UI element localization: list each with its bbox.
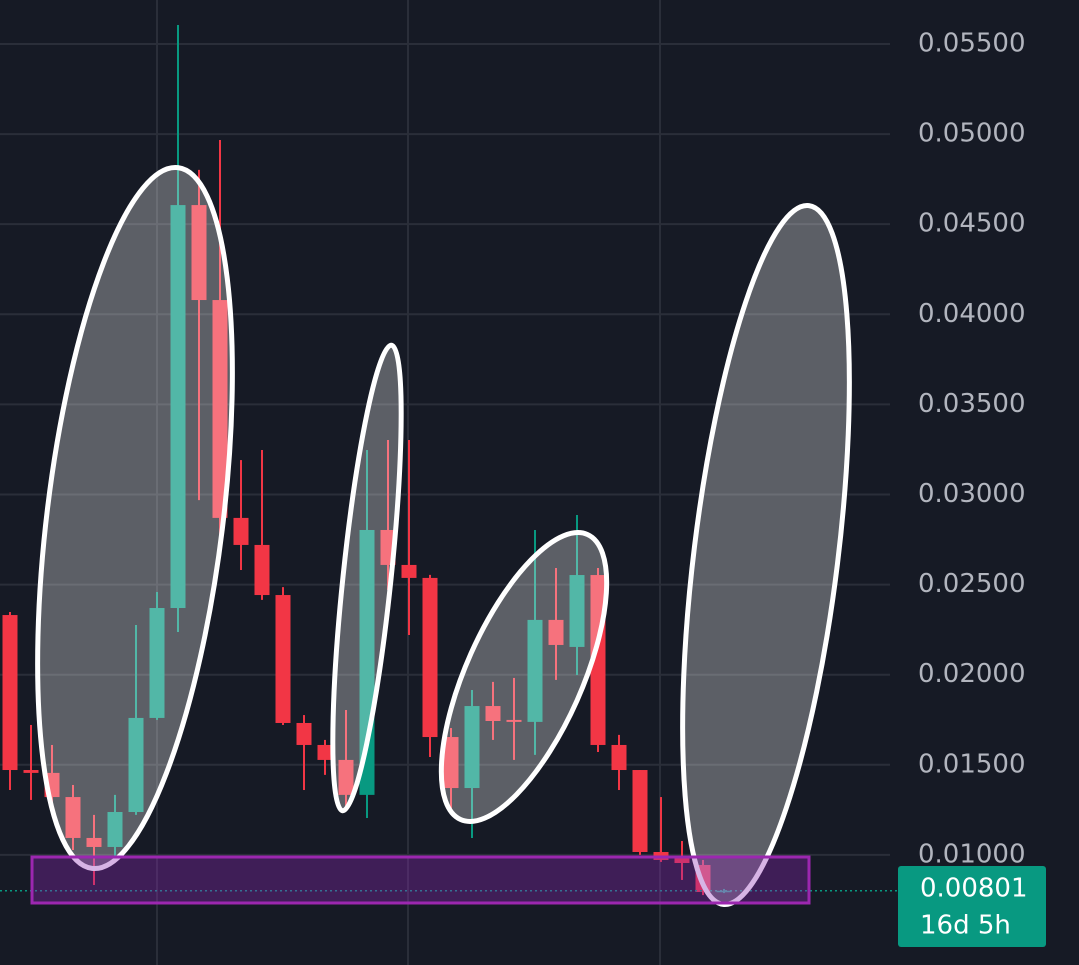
candle-body [527,619,543,722]
candle-body [191,205,207,301]
candle-body [2,615,18,771]
y-tick-label: 0.05000 [918,119,1026,149]
candle-body [569,575,585,647]
candle-body [233,517,249,545]
annotations [30,164,852,907]
candle-body [464,706,480,789]
price-label-bg [898,866,1046,947]
y-tick-label: 0.05500 [918,28,1026,58]
y-tick-label: 0.01000 [918,839,1026,869]
candle-body [317,744,333,760]
candle-body [443,737,459,789]
candle-body [674,857,690,864]
candle-body [23,770,39,773]
candle-body [611,744,627,771]
candle-body [716,890,732,893]
candles [0,25,898,896]
candle-body [212,300,228,518]
highlight-ellipse [330,342,404,814]
candle-body [170,205,186,609]
highlight-ellipse [35,164,235,872]
y-tick-label: 0.04500 [918,209,1026,239]
y-tick-label: 0.02000 [918,659,1026,689]
highlight-ellipse [438,530,610,824]
y-tick-label: 0.02500 [918,569,1026,599]
y-tick-label: 0.03500 [918,389,1026,419]
candle-body [506,719,522,722]
price-label: 0.00801 16d 5h [898,866,1046,947]
candle-body [401,564,417,578]
candle-body [128,717,144,813]
candle-body [632,770,648,853]
y-tick-label: 0.01500 [918,749,1026,779]
countdown: 16d 5h [920,911,1011,941]
y-axis: 0.05500 0.05000 0.04500 0.04000 0.03500 0.030… [918,28,1026,869]
support-zone [30,855,811,905]
last-price: 0.00801 [920,874,1028,904]
candle-body [149,608,165,718]
candle-body [485,706,501,722]
y-tick-label: 0.04000 [918,299,1026,329]
candle-body [107,812,123,847]
candle-body [422,577,438,738]
y-tick-label: 0.03000 [918,479,1026,509]
candle-body [254,544,270,596]
candle-body [275,595,291,723]
candle-body [65,797,81,838]
candle-body [338,759,354,795]
candle-body [296,722,312,745]
candle-body [548,619,564,645]
candle-body [86,837,102,847]
